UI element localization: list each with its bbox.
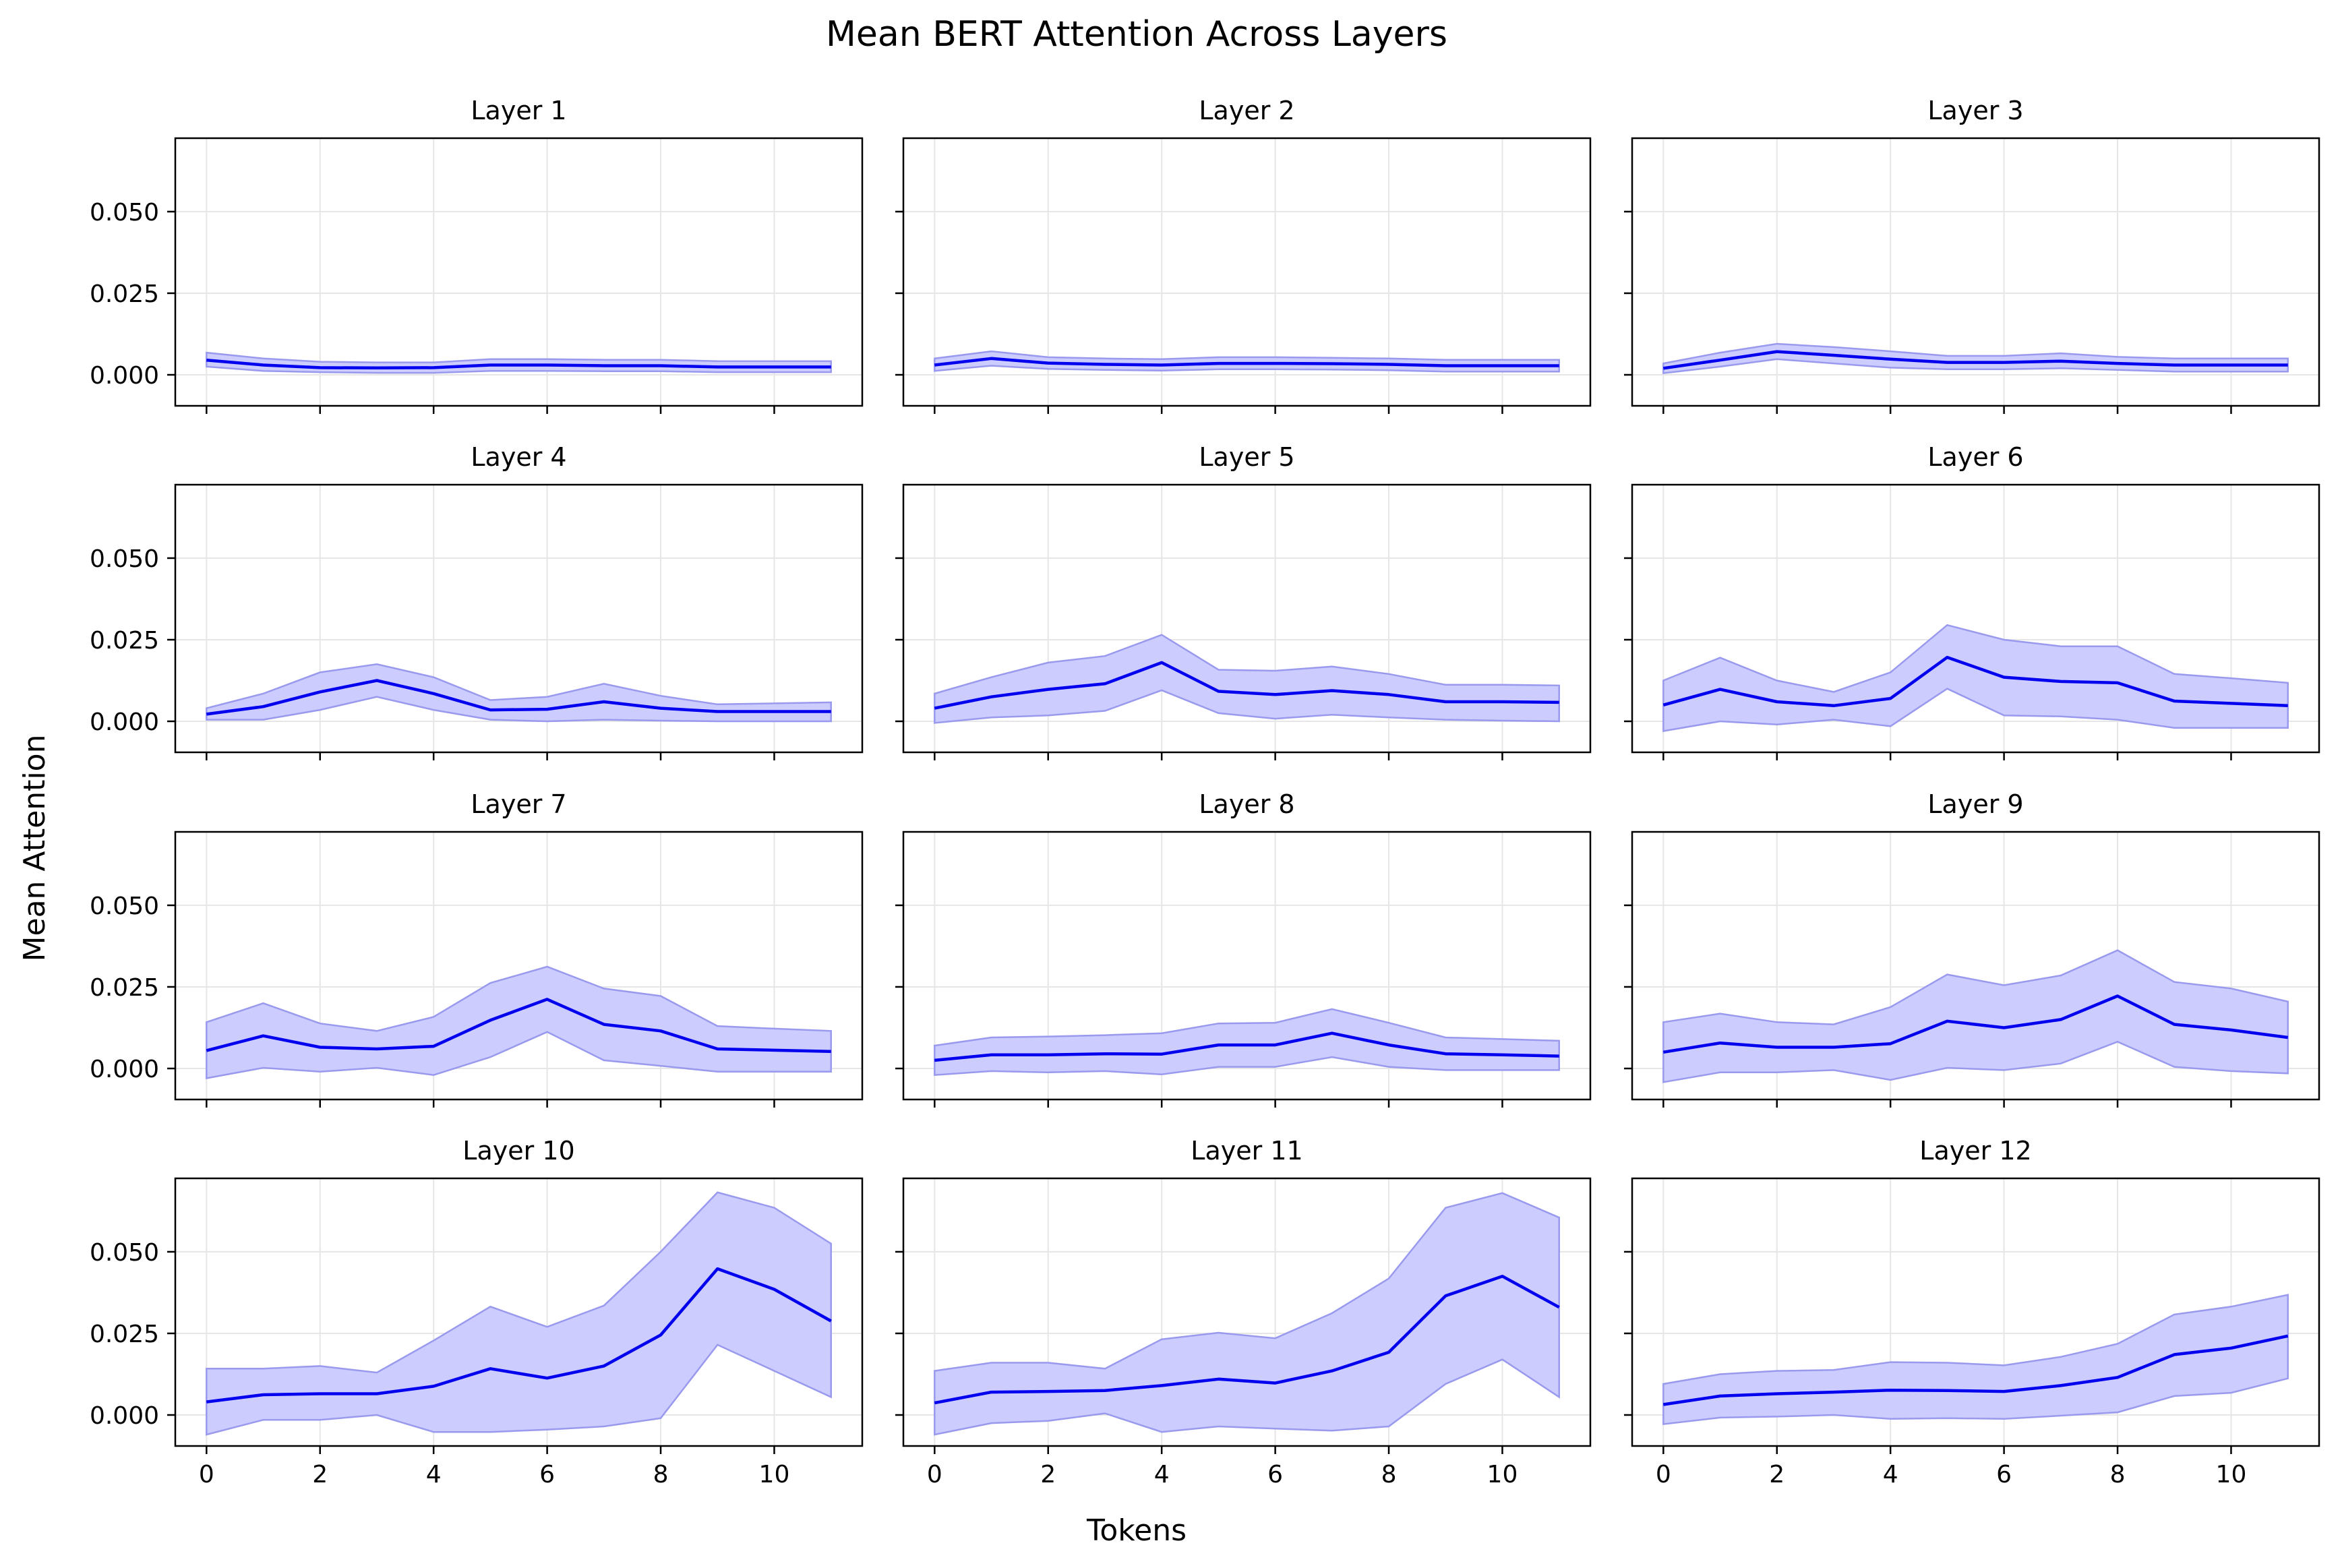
mean-line — [1662, 994, 2288, 1054]
axes-frame — [1631, 831, 2320, 1101]
subplot-title: Layer 4 — [471, 442, 566, 472]
y-tick-label: 0.025 — [90, 1321, 159, 1348]
x-tick-label: 0 — [199, 1461, 214, 1488]
axes-frame — [1631, 483, 2320, 754]
x-tick-label: 2 — [1040, 1461, 1056, 1488]
axes-frame — [902, 483, 1592, 754]
x-tick-label: 10 — [2216, 1461, 2247, 1488]
x-tick-label: 10 — [1487, 1461, 1518, 1488]
range-band — [934, 1192, 1560, 1436]
axes-frame — [1631, 137, 2320, 407]
mean-line — [206, 1267, 832, 1404]
axes-frame — [902, 831, 1592, 1101]
subplot-title: Layer 2 — [1199, 96, 1294, 125]
mean-line — [1662, 655, 2288, 708]
range-band — [206, 965, 832, 1080]
mean-line — [1662, 1334, 2289, 1406]
y-tick-label: 0.050 — [90, 199, 159, 227]
subplot-layer-1: 0.000 0.025 0.050 Layer 1 — [90, 96, 864, 414]
range-band — [934, 1008, 1560, 1077]
x-tick-label: 4 — [426, 1461, 442, 1488]
x-tick-label: 4 — [1154, 1461, 1170, 1488]
axes-frame — [174, 1177, 864, 1447]
y-tick-label: 0.050 — [90, 545, 159, 573]
subplot-layer-8: Layer 8 — [895, 789, 1592, 1108]
subplot-title: Layer 6 — [1927, 442, 2023, 472]
x-tick-label: 8 — [1381, 1461, 1397, 1488]
subplot-title: Layer 5 — [1199, 442, 1294, 472]
range-band — [206, 1191, 832, 1436]
range-band — [934, 634, 1560, 724]
x-tick-label: 6 — [1996, 1461, 2012, 1488]
x-tick-label: 0 — [1656, 1461, 1671, 1488]
x-tick-label: 2 — [1769, 1461, 1784, 1488]
subplot-title: Layer 3 — [1927, 96, 2023, 125]
mean-line — [206, 998, 831, 1054]
y-tick-label: 0.000 — [90, 708, 159, 736]
subplot-layer-4: 0.000 0.025 0.050 Layer 4 — [90, 442, 864, 760]
subplot-title: Layer 12 — [1919, 1136, 2031, 1166]
axes-frame — [174, 831, 864, 1101]
axes-frame — [902, 137, 1592, 407]
subplot-layer-10: 0 2 4 6 8 10 0.000 0.025 0.050 Layer 10 — [90, 1136, 864, 1488]
y-tick-label: 0.000 — [90, 362, 159, 390]
axes-frame — [902, 1177, 1592, 1447]
range-band — [1662, 949, 2289, 1083]
mean-line — [934, 357, 1559, 367]
subplot-layer-2: Layer 2 — [895, 96, 1592, 414]
y-tick-label: 0.050 — [90, 893, 159, 920]
subplot-layer-9: Layer 9 — [1624, 789, 2320, 1108]
range-band — [934, 350, 1560, 373]
x-tick-label: 0 — [927, 1461, 942, 1488]
axes-frame — [174, 137, 864, 407]
y-tick-label: 0.025 — [90, 627, 159, 655]
mean-line — [934, 1031, 1559, 1062]
mean-line — [206, 679, 831, 716]
range-band — [1662, 342, 2289, 375]
subplot-title: Layer 10 — [462, 1136, 574, 1166]
subplot-layer-12: 0 2 4 6 8 10 Layer 12 — [1624, 1136, 2320, 1488]
axes-frame — [1631, 1177, 2320, 1447]
mean-line — [1662, 350, 2288, 370]
x-tick-label: 2 — [312, 1461, 328, 1488]
y-axis-label: Mean Attention — [18, 735, 52, 962]
mean-line — [206, 358, 831, 370]
subplot-title: Layer 1 — [471, 96, 566, 125]
mean-line — [934, 1274, 1560, 1405]
subplot-layer-3: Layer 3 — [1624, 96, 2320, 414]
x-tick-label: 10 — [759, 1461, 790, 1488]
subplot-title: Layer 8 — [1199, 789, 1294, 819]
subplot-title: Layer 9 — [1927, 789, 2023, 819]
subplot-layer-6: Layer 6 — [1624, 442, 2320, 760]
x-tick-label: 8 — [2110, 1461, 2126, 1488]
y-tick-label: 0.000 — [90, 1402, 159, 1430]
y-tick-label: 0.000 — [90, 1056, 159, 1083]
x-tick-label: 6 — [1267, 1461, 1283, 1488]
subplot-layer-5: Layer 5 — [895, 442, 1592, 760]
y-tick-label: 0.025 — [90, 280, 159, 308]
y-tick-label: 0.025 — [90, 974, 159, 1002]
subplot-layer-7: 0.000 0.025 0.050 Layer 7 — [90, 789, 864, 1108]
axes-frame — [174, 483, 864, 754]
subplot-title: Layer 11 — [1191, 1136, 1302, 1166]
range-band — [206, 663, 832, 723]
x-tick-label: 4 — [1883, 1461, 1898, 1488]
subplot-grid: 0.000 0.025 0.050 Layer 1 Layer 2 Layer 3 0.00… — [90, 96, 2320, 1488]
subplot-layer-11: 0 2 4 6 8 10 Layer 11 — [895, 1136, 1592, 1488]
y-tick-label: 0.050 — [90, 1239, 159, 1267]
x-tick-label: 6 — [539, 1461, 555, 1488]
mean-line — [934, 661, 1559, 710]
figure-title: Mean BERT Attention Across Layers — [826, 14, 1447, 55]
x-axis-label: Tokens — [1086, 1513, 1187, 1548]
subplot-title: Layer 7 — [471, 789, 566, 819]
x-tick-label: 8 — [653, 1461, 669, 1488]
